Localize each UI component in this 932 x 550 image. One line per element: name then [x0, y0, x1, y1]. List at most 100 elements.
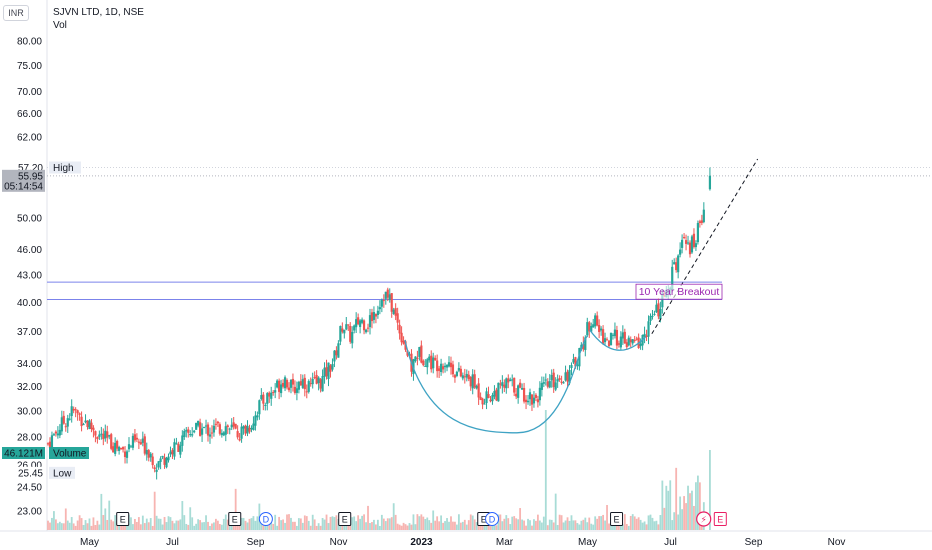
candle-body[interactable] — [370, 312, 374, 322]
candle-body[interactable] — [54, 431, 58, 434]
candle-body[interactable] — [228, 428, 231, 430]
candle-body[interactable] — [76, 410, 79, 414]
candle-body[interactable] — [147, 450, 150, 458]
candle-body[interactable] — [635, 338, 638, 340]
candle-body[interactable] — [287, 387, 291, 391]
candle-body[interactable] — [499, 383, 502, 385]
candle-body[interactable] — [617, 343, 620, 345]
candle-body[interactable] — [445, 364, 449, 368]
candle-body[interactable] — [195, 422, 198, 430]
candle-body[interactable] — [258, 400, 261, 415]
candle-body[interactable] — [501, 382, 504, 387]
candle-body[interactable] — [351, 332, 354, 344]
candle-body[interactable] — [252, 423, 255, 430]
candle-body[interactable] — [455, 371, 459, 376]
candle-body[interactable] — [621, 332, 624, 339]
candle-body[interactable] — [62, 415, 65, 424]
candle-body[interactable] — [141, 438, 144, 443]
candle-body[interactable] — [236, 431, 239, 438]
candle-body[interactable] — [519, 382, 522, 388]
candle-body[interactable] — [153, 467, 156, 470]
candle-body[interactable] — [307, 381, 310, 392]
candle-body[interactable] — [357, 317, 360, 325]
trend-line[interactable] — [651, 158, 759, 335]
candle-body[interactable] — [584, 337, 587, 351]
candle-body[interactable] — [212, 425, 216, 433]
candle-body[interactable] — [653, 313, 656, 315]
candle-body[interactable] — [540, 383, 543, 390]
candle-body[interactable] — [382, 300, 385, 302]
candle-body[interactable] — [596, 315, 599, 326]
candle-body[interactable] — [58, 429, 61, 436]
candle-body[interactable] — [489, 399, 492, 402]
candle-body[interactable] — [607, 340, 611, 347]
candle-body[interactable] — [647, 321, 650, 337]
candle-body[interactable] — [313, 377, 316, 379]
candle-body[interactable] — [515, 393, 518, 397]
candle-body[interactable] — [248, 427, 251, 432]
candle-body[interactable] — [131, 435, 135, 448]
candle-body[interactable] — [50, 435, 54, 451]
candle-body[interactable] — [677, 255, 680, 273]
candle-body[interactable] — [601, 329, 605, 344]
candle-body[interactable] — [485, 391, 488, 404]
candle-body[interactable] — [285, 379, 289, 388]
candle-body[interactable] — [443, 365, 447, 368]
candle-body[interactable] — [355, 319, 358, 328]
candle-body[interactable] — [52, 434, 56, 436]
candle-body[interactable] — [564, 372, 567, 381]
candle-body[interactable] — [528, 392, 532, 400]
candle-body[interactable] — [481, 398, 484, 405]
candle-body[interactable] — [467, 374, 470, 380]
candle-body[interactable] — [171, 450, 174, 455]
candle-body[interactable] — [68, 418, 71, 420]
candle-body[interactable] — [629, 339, 632, 343]
candle-body[interactable] — [98, 434, 101, 437]
candle-body[interactable] — [119, 447, 123, 450]
candle-body[interactable] — [112, 446, 115, 453]
candle-body[interactable] — [125, 451, 129, 458]
candle-body[interactable] — [149, 453, 152, 458]
candle-body[interactable] — [331, 364, 334, 370]
candle-body[interactable] — [530, 394, 534, 405]
candle-body[interactable] — [210, 432, 214, 434]
candle-body[interactable] — [364, 329, 368, 333]
candle-body[interactable] — [566, 371, 569, 382]
candle-body[interactable] — [366, 327, 370, 329]
candle-body[interactable] — [189, 434, 192, 436]
candle-body[interactable] — [329, 365, 332, 372]
candle-body[interactable] — [503, 384, 506, 388]
candle-body[interactable] — [378, 307, 381, 310]
candle-body[interactable] — [538, 387, 541, 401]
candle-body[interactable] — [479, 396, 482, 400]
candle-body[interactable] — [262, 394, 265, 404]
candle-body[interactable] — [686, 242, 690, 244]
candle-body[interactable] — [70, 406, 73, 417]
candle-body[interactable] — [453, 375, 457, 378]
candle-body[interactable] — [116, 440, 119, 449]
candle-body[interactable] — [374, 313, 378, 317]
candle-body[interactable] — [299, 381, 302, 386]
candle-body[interactable] — [104, 430, 107, 439]
candle-body[interactable] — [183, 430, 186, 437]
candle-body[interactable] — [181, 435, 184, 446]
candle-body[interactable] — [600, 328, 603, 331]
candle-body[interactable] — [402, 340, 405, 344]
candle-body[interactable] — [220, 432, 223, 436]
candle-body[interactable] — [554, 382, 557, 390]
candle-body[interactable] — [279, 384, 283, 394]
candle-body[interactable] — [137, 441, 140, 443]
candle-body[interactable] — [562, 382, 565, 384]
candle-body[interactable] — [238, 438, 241, 441]
candle-body[interactable] — [404, 341, 407, 350]
last-candle-body[interactable] — [708, 175, 712, 190]
candle-body[interactable] — [441, 366, 445, 370]
candle-body[interactable] — [619, 336, 622, 348]
candle-body[interactable] — [268, 392, 271, 397]
candle-body[interactable] — [291, 378, 295, 385]
candle-body[interactable] — [673, 262, 676, 265]
candle-body[interactable] — [319, 379, 322, 389]
candle-body[interactable] — [274, 390, 277, 393]
candle-body[interactable] — [333, 350, 336, 362]
candle-body[interactable] — [536, 399, 539, 403]
